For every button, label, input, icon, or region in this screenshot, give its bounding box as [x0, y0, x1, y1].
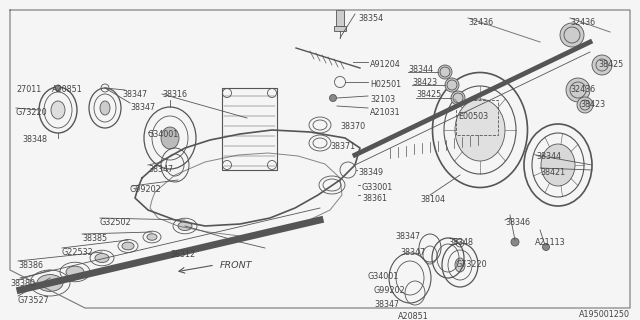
- Ellipse shape: [122, 242, 134, 250]
- Circle shape: [438, 65, 452, 79]
- Ellipse shape: [455, 99, 505, 161]
- Circle shape: [577, 97, 593, 113]
- Text: G33001: G33001: [362, 183, 393, 192]
- Text: 38361: 38361: [362, 194, 387, 203]
- Text: 38371: 38371: [330, 142, 355, 151]
- Text: G32502: G32502: [100, 218, 132, 227]
- Text: 38316: 38316: [162, 90, 187, 99]
- Text: 38347: 38347: [122, 90, 147, 99]
- Circle shape: [451, 91, 465, 105]
- Ellipse shape: [147, 234, 157, 240]
- Text: 38347: 38347: [400, 248, 425, 257]
- Bar: [334, 26, 346, 31]
- Text: E00503: E00503: [458, 112, 488, 121]
- Ellipse shape: [37, 275, 63, 292]
- Text: A21113: A21113: [535, 238, 566, 247]
- Text: 38312: 38312: [170, 250, 195, 259]
- Text: 38425: 38425: [416, 90, 441, 99]
- Text: 38423: 38423: [412, 78, 437, 87]
- Text: H02501: H02501: [370, 80, 401, 89]
- Text: 38354: 38354: [358, 14, 383, 23]
- Text: G34001: G34001: [368, 272, 399, 281]
- Ellipse shape: [178, 221, 192, 230]
- Text: G73220: G73220: [455, 260, 486, 269]
- Text: G99202: G99202: [374, 286, 406, 295]
- Text: 32103: 32103: [370, 95, 395, 104]
- Circle shape: [592, 55, 612, 75]
- Ellipse shape: [51, 101, 65, 119]
- Text: 32436: 32436: [570, 85, 595, 94]
- Text: 38346: 38346: [505, 218, 530, 227]
- Text: 38385: 38385: [82, 234, 107, 243]
- Ellipse shape: [541, 144, 575, 186]
- Text: 38423: 38423: [580, 100, 605, 109]
- Text: A21031: A21031: [370, 108, 401, 117]
- Text: 27011: 27011: [16, 85, 41, 94]
- Circle shape: [55, 85, 61, 91]
- Text: 38348: 38348: [448, 238, 473, 247]
- Text: 38347: 38347: [148, 165, 173, 174]
- Text: A195001250: A195001250: [579, 310, 630, 319]
- Text: 38380: 38380: [10, 279, 35, 288]
- Circle shape: [330, 94, 337, 101]
- Text: 38344: 38344: [408, 65, 433, 74]
- Ellipse shape: [100, 101, 110, 115]
- Text: 38104: 38104: [420, 195, 445, 204]
- Circle shape: [560, 23, 584, 47]
- Bar: [456, 100, 498, 135]
- Text: A91204: A91204: [370, 60, 401, 69]
- Circle shape: [445, 78, 459, 92]
- Text: 38347: 38347: [130, 103, 155, 112]
- Ellipse shape: [66, 266, 84, 278]
- Text: A20851: A20851: [398, 312, 429, 320]
- Text: 38348: 38348: [22, 135, 47, 144]
- Text: 38425: 38425: [598, 60, 623, 69]
- Circle shape: [566, 78, 590, 102]
- Bar: [336, 10, 344, 26]
- Text: G22532: G22532: [62, 248, 93, 257]
- Text: G73527: G73527: [18, 296, 50, 305]
- Text: 38349: 38349: [358, 168, 383, 177]
- Ellipse shape: [95, 253, 109, 262]
- Text: 38386: 38386: [18, 261, 43, 270]
- Text: G34001: G34001: [148, 130, 179, 139]
- Text: A20851: A20851: [52, 85, 83, 94]
- Text: G73220: G73220: [16, 108, 47, 117]
- Ellipse shape: [455, 258, 465, 272]
- Text: 32436: 32436: [468, 18, 493, 27]
- Text: 38370: 38370: [340, 122, 365, 131]
- Ellipse shape: [161, 127, 179, 149]
- Circle shape: [511, 238, 519, 246]
- Text: 38347: 38347: [395, 232, 420, 241]
- Bar: [222, 88, 277, 170]
- Text: FRONT: FRONT: [220, 260, 253, 269]
- Circle shape: [543, 244, 550, 251]
- Text: 38347: 38347: [374, 300, 399, 309]
- Text: G99202: G99202: [130, 185, 162, 194]
- Text: 38421: 38421: [540, 168, 565, 177]
- Text: 38344: 38344: [536, 152, 561, 161]
- Text: 32436: 32436: [570, 18, 595, 27]
